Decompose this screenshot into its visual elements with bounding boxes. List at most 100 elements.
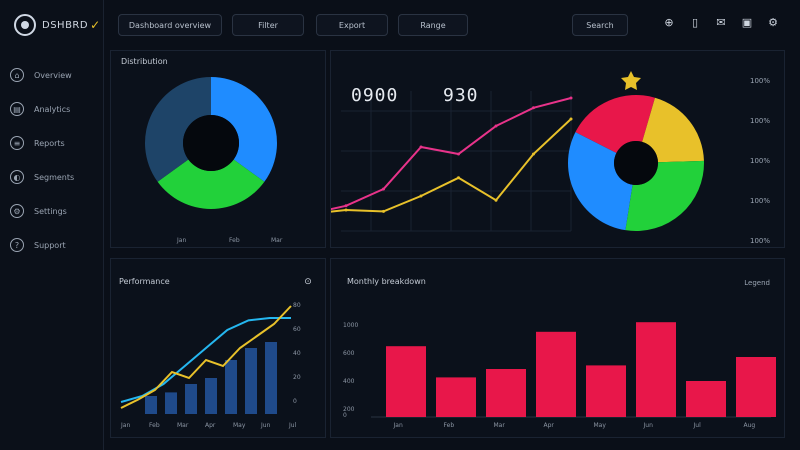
combo-bar	[145, 396, 157, 414]
sidebar-item-overview[interactable]: ⌂ Overview	[10, 58, 100, 92]
legend-item: 100%	[749, 237, 770, 245]
area-line-blue	[120, 317, 291, 403]
sidebar-item-analytics[interactable]: ▤ Analytics	[10, 92, 100, 126]
combo-bar	[245, 348, 257, 414]
sidebar-item-label: Overview	[34, 70, 72, 80]
y-tick-label: 60	[293, 326, 301, 333]
bar-panel: Monthly breakdown Legend 1000 600 400 200 0 J…	[330, 258, 785, 438]
gear-icon: ⚙	[10, 204, 24, 218]
y-tick-label: 600	[343, 350, 355, 357]
sidebar-item-label: Reports	[34, 138, 65, 148]
performance-panel: Performance ⊙ 80 60 40 20 0 Jan Feb Mar Apr May Ju…	[110, 258, 326, 438]
axis-label: Mar	[271, 237, 283, 244]
x-tick-label: Apr	[205, 422, 216, 429]
line-point	[532, 152, 535, 156]
combo-bar	[265, 342, 277, 414]
export-button[interactable]: Export	[316, 14, 388, 36]
line-grid	[341, 91, 572, 232]
gear-icon[interactable]: ⚙	[768, 16, 778, 29]
segment-icon: ◐	[10, 170, 24, 184]
line-point	[344, 208, 348, 212]
line-point	[382, 187, 385, 191]
donut-hole	[183, 115, 239, 171]
logo-check-icon: ✓	[90, 18, 101, 32]
pie-legend: 100% 100% 100% 100% 100%	[750, 77, 770, 245]
bar	[386, 346, 426, 417]
sidebar-item-segments[interactable]: ◐ Segments	[10, 160, 100, 194]
bar	[486, 369, 526, 417]
y-tick-label: 0	[343, 412, 347, 419]
x-tick-label: Apr	[544, 422, 555, 429]
chart-icon: ▤	[10, 102, 24, 116]
x-tick-label: May	[594, 422, 607, 429]
bar-title: Monthly breakdown	[347, 277, 426, 286]
legend-item: 100%	[749, 117, 770, 125]
line-point	[457, 176, 460, 180]
donut-slice	[211, 77, 277, 182]
line-point	[494, 124, 498, 128]
star-icon	[621, 71, 641, 90]
combo-group: 80 60 40 20 0 Jan Feb Mar Apr May Jun Jul	[120, 302, 301, 429]
x-tick-label: May	[233, 422, 246, 429]
sidebar-item-support[interactable]: ? Support	[10, 228, 100, 262]
axis-label: Feb	[229, 237, 240, 244]
bar-legend: Legend	[744, 279, 770, 287]
line-point	[457, 152, 460, 156]
dashboard-tab[interactable]: Dashboard overview	[118, 14, 222, 36]
y-tick-label: 40	[293, 350, 301, 357]
line-pie-panel: 0900 930 100% 100% 100% 100% 100%	[269, 50, 785, 248]
x-tick-label: Jul	[288, 422, 297, 429]
x-tick-label: Mar	[494, 422, 506, 429]
range-button[interactable]: Range	[398, 14, 468, 36]
legend-item: 100%	[749, 77, 770, 85]
legend-item: 100%	[749, 197, 770, 205]
home-icon: ⌂	[10, 68, 24, 82]
sidebar-item-reports[interactable]: ≡ Reports	[10, 126, 100, 160]
line-chart	[269, 71, 704, 232]
y-tick-label: 20	[293, 374, 301, 381]
x-tick-label: Jul	[693, 422, 702, 429]
legend-item: 100%	[749, 157, 770, 165]
y-tick-label: 80	[293, 302, 301, 309]
donut-slice	[145, 77, 211, 182]
bar	[436, 377, 476, 417]
sidebar-item-settings[interactable]: ⚙ Settings	[10, 194, 100, 228]
search-button[interactable]: Search	[572, 14, 628, 36]
x-tick-label: Jun	[260, 422, 271, 429]
y-tick-label: 1000	[343, 322, 358, 329]
mail-icon[interactable]: ✉	[716, 16, 726, 29]
notification-icon[interactable]: ▯	[691, 16, 699, 29]
x-tick-label: Aug	[744, 422, 756, 429]
sidebar: DSHBRD ✓ ⌂ Overview ▤ Analytics ≡ Report…	[0, 0, 104, 450]
bar	[636, 322, 676, 417]
x-tick-label: Feb	[444, 422, 455, 429]
donut-chart	[145, 77, 277, 209]
pie-slice	[575, 94, 655, 154]
performance-chart: 80 60 40 20 0 Jan Feb Mar Apr May Jun Jul	[120, 302, 301, 429]
settings-icon[interactable]: ⊕	[664, 16, 674, 29]
window-icon[interactable]: ▣	[741, 16, 753, 29]
x-tick-label: Mar	[177, 422, 189, 429]
line-point	[569, 117, 573, 121]
line-series-group	[269, 96, 573, 226]
sidebar-item-label: Analytics	[34, 104, 71, 114]
y-tick-label: 200	[343, 406, 355, 413]
bar	[736, 357, 776, 417]
y-tick-label: 0	[293, 398, 297, 405]
app-logo[interactable]: DSHBRD ✓	[14, 14, 100, 36]
filter-button[interactable]: Filter	[232, 14, 304, 36]
sidebar-nav: ⌂ Overview ▤ Analytics ≡ Reports ◐ Segme…	[10, 58, 100, 262]
pie-slice	[625, 160, 704, 232]
logo-icon	[14, 14, 36, 36]
top-bar: Dashboard overview Filter Export Range S…	[104, 0, 800, 50]
line-point	[382, 209, 385, 213]
top-icons: ⊕ ▯ ✉ ▣ ⚙	[662, 16, 780, 30]
donut-1-group	[145, 77, 277, 209]
y-tick-label: 400	[343, 378, 355, 385]
line-point	[532, 106, 535, 110]
combo-bar	[205, 378, 217, 414]
more-icon[interactable]: ⊙	[304, 277, 312, 287]
pie-group	[568, 71, 704, 232]
